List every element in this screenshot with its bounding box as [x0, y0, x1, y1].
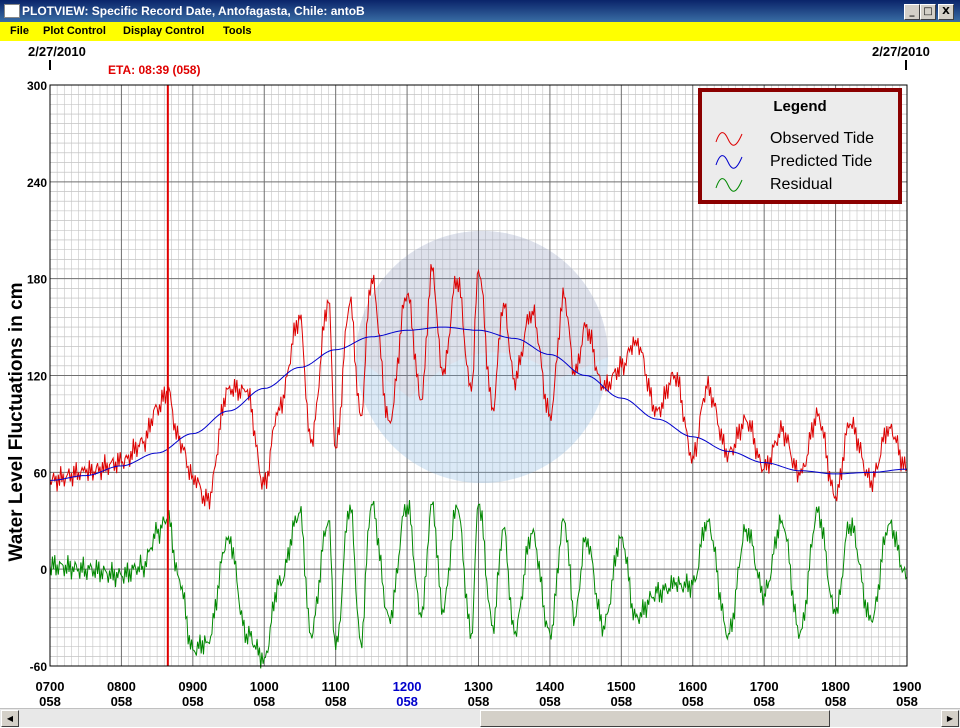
series-line-observed-tide [49, 264, 908, 510]
eta-label: ETA: 08:39 (058) [108, 63, 201, 77]
chart-series [49, 264, 908, 669]
start-date-label: 2/27/2010 [28, 44, 86, 59]
x-tick-day: 058 [182, 694, 204, 708]
series-line-residual [49, 500, 908, 669]
y-tick-label: 0 [40, 563, 47, 577]
x-tick-day: 058 [682, 694, 704, 708]
x-axis-ticks: 0700058080005809000581000058110005812000… [36, 679, 922, 708]
scroll-right-button[interactable]: ▶ [941, 710, 959, 727]
y-tick-label: 240 [27, 176, 47, 190]
arrow-right-icon: ▶ [946, 714, 954, 723]
y-tick-label: 180 [27, 273, 47, 287]
window-title: PLOTVIEW: Specific Record Date, Antofaga… [22, 4, 365, 18]
x-tick-day: 058 [253, 694, 275, 708]
arrow-left-icon: ◀ [6, 714, 14, 723]
app-icon [4, 4, 20, 18]
close-button[interactable]: X [938, 4, 954, 20]
menu-bar: File Plot Control Display Control Tools [0, 22, 960, 41]
plot-frame [49, 84, 908, 667]
x-tick-time: 1100 [322, 679, 350, 694]
legend: Legend Observed Tide Predicted Tide Resi… [698, 88, 902, 204]
minimize-icon: _ [909, 6, 915, 17]
maximize-button[interactable]: □ [920, 4, 936, 20]
scroll-thumb[interactable] [480, 710, 830, 727]
legend-swatch-residual [715, 178, 743, 192]
x-tick-time: 1600 [678, 679, 707, 694]
x-tick-day: 058 [468, 694, 490, 708]
title-bar: PLOTVIEW: Specific Record Date, Antofaga… [0, 0, 960, 22]
legend-label-predicted: Predicted Tide [770, 153, 873, 170]
menu-tools[interactable]: Tools [223, 25, 252, 37]
legend-label-residual: Residual [770, 176, 833, 193]
x-tick-day: 058 [610, 694, 632, 708]
legend-swatch-predicted [715, 155, 743, 169]
watermark-bird [356, 231, 608, 398]
x-tick-day: 058 [396, 694, 418, 708]
watermark-circle [356, 231, 608, 483]
x-tick-time: 0700 [36, 679, 65, 694]
y-tick-label: 60 [34, 466, 48, 480]
scroll-left-button[interactable]: ◀ [1, 710, 19, 727]
x-tick-day: 058 [325, 694, 347, 708]
y-axis-label: Water Level Fluctuations in cm [6, 282, 27, 561]
y-tick-label: 120 [27, 370, 47, 384]
x-tick-time: 1800 [821, 679, 850, 694]
y-tick-label: -60 [30, 660, 48, 674]
x-tick-time: 1300 [464, 679, 493, 694]
x-tick-time: 0800 [107, 679, 136, 694]
x-tick-day: 058 [539, 694, 561, 708]
x-tick-time: 0900 [178, 679, 207, 694]
x-tick-day: 058 [753, 694, 775, 708]
series-line-predicted-tide [49, 326, 908, 481]
y-tick-label: 300 [27, 79, 47, 93]
minimize-button[interactable]: _ [904, 4, 920, 20]
end-date-tick [905, 60, 907, 70]
x-tick-time: 1500 [607, 679, 636, 694]
legend-label-observed: Observed Tide [770, 130, 875, 147]
legend-swatch-observed [715, 132, 743, 146]
x-tick-time: 1900 [893, 679, 922, 694]
x-tick-time: 1000 [250, 679, 279, 694]
close-icon: X [942, 6, 950, 17]
x-tick-day: 058 [896, 694, 918, 708]
horizontal-scrollbar[interactable]: ◀ ▶ [0, 708, 960, 727]
noaa-watermark [356, 231, 608, 483]
x-tick-time: 1400 [535, 679, 564, 694]
menu-display-control[interactable]: Display Control [123, 25, 205, 37]
x-tick-time: 1700 [750, 679, 779, 694]
menu-plot-control[interactable]: Plot Control [43, 25, 106, 37]
legend-title: Legend [773, 98, 827, 115]
x-tick-day: 058 [39, 694, 61, 708]
end-date-label: 2/27/2010 [872, 44, 930, 59]
x-tick-day: 058 [111, 694, 133, 708]
x-tick-time: 1200 [393, 679, 422, 694]
start-date-tick [49, 60, 51, 70]
menu-file[interactable]: File [10, 25, 29, 37]
y-axis-ticks: -60 0 60 120 180 240 300 [27, 79, 47, 674]
x-tick-day: 058 [825, 694, 847, 708]
maximize-icon: □ [923, 6, 933, 17]
